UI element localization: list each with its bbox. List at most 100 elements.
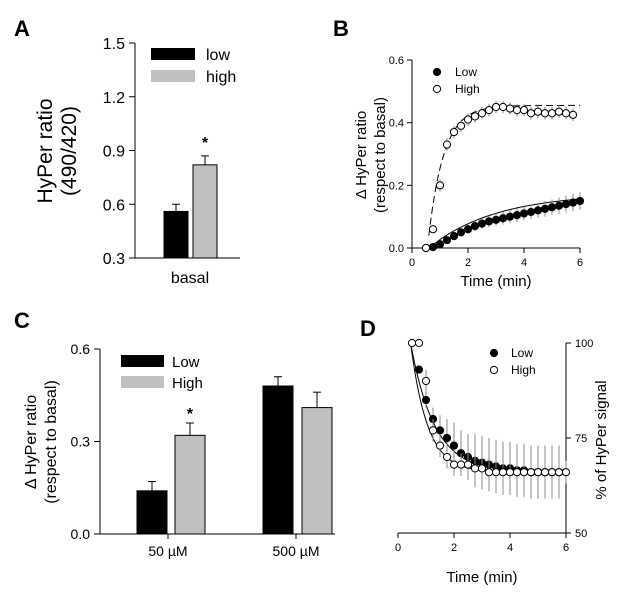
panel-d-point-High (540, 468, 550, 477)
panel-d-point-High (442, 452, 452, 462)
panel-d-point-Low (414, 365, 424, 374)
panel-a-legend-label-high: high (206, 69, 236, 86)
panel-b-point-Low (540, 204, 550, 213)
panel-d-fit-line-high (410, 342, 566, 473)
panel-b-point-High (477, 109, 487, 118)
panel-d-point-High (477, 464, 487, 473)
panel-d-point-Low (449, 441, 459, 450)
panel-b-letter: B (333, 16, 349, 41)
panel-b-point-High (561, 109, 571, 118)
panel-c-bar-High (301, 407, 333, 535)
panel-b-point-High (484, 106, 494, 115)
panel-d-point-High (407, 338, 417, 348)
panel-b-x-tick-label: 2 (465, 257, 471, 269)
panel-b-point-High (540, 109, 550, 118)
panel-b-legend-marker-High (432, 84, 442, 94)
panel-d-y-tick-label: 75 (575, 433, 587, 445)
panel-b-point-High (456, 121, 466, 130)
panel-b-point-High (547, 109, 557, 118)
panel-b-x-axis-label: Time (min) (460, 273, 531, 290)
panel-b-y-axis-label: Δ HyPer ratio (353, 111, 370, 199)
panel-d-point-High (421, 376, 431, 386)
panel-d-y-tick-label: 100 (575, 338, 593, 350)
panel-b-legend-label-High: High (455, 82, 480, 96)
panel-d-point-High (491, 468, 501, 477)
panel-c-legend-swatch-High (121, 376, 164, 388)
panel-d-point-High (505, 468, 515, 477)
panel-b-y-tick-label: 0.4 (389, 118, 404, 130)
panel-c-legend-label-High: High (172, 375, 203, 392)
panel-b-x-tick-label: 6 (577, 257, 583, 269)
panel-d-x-tick-label: 4 (507, 542, 513, 554)
panel-d-x-tick-label: 6 (563, 542, 569, 554)
panel-b-point-High (498, 102, 508, 112)
panel-a-letter: A (14, 16, 30, 41)
panel-c-y-tick-label: 0.6 (71, 341, 91, 357)
panel-d-point-High (484, 468, 494, 477)
panel-b-point-High (505, 104, 515, 113)
panel-d-fit-line-low (410, 342, 566, 473)
panel-a-legend-swatch-high (151, 70, 195, 82)
panel-c-legend-label-Low: Low (172, 354, 200, 371)
panel-b-point-Low (533, 206, 543, 215)
panel-b-point-High (533, 107, 543, 116)
panel-d-legend-label-Low: Low (511, 346, 533, 360)
panel-d-point-High (463, 460, 473, 469)
panel-a-legend-swatch-low (151, 48, 195, 60)
panel-b-point-High (442, 140, 452, 149)
panel-a-y-tick-label: 0.9 (103, 144, 125, 161)
panel-c-y-axis-label: Δ HyPer ratio (23, 395, 40, 489)
panel-a-y-tick-label: 1.2 (103, 90, 125, 107)
panel-b-point-Low (575, 196, 585, 206)
panel-c-y-tick-label: 0.3 (71, 434, 91, 450)
panel-b-point-Low (491, 215, 501, 224)
panel-b-point-High (421, 243, 431, 253)
panel-a-y-axis-label-2: (490/420) (58, 106, 81, 196)
panel-a-annotation-star: * (202, 135, 209, 152)
panel-b-point-Low (456, 228, 466, 237)
panel-c-annotation-star: * (187, 406, 194, 423)
panel-d-point-High (526, 468, 536, 477)
panel-b-legend-label-Low: Low (455, 65, 477, 79)
panel-d-point-High (435, 441, 445, 450)
panel-b-point-High (512, 106, 522, 115)
panel-d-point-High (512, 468, 522, 477)
panel-a-category-label: basal (171, 270, 209, 287)
panel-a-y-tick-label: 0.3 (103, 251, 125, 268)
panel-b-point-High (470, 112, 480, 121)
panel-a-bar-high (192, 164, 218, 259)
panel-b-y-axis-label-2: (respect to basal) (372, 97, 389, 213)
panel-b-point-Low (442, 236, 452, 245)
panel-b-point-High (491, 102, 501, 112)
panel-c-bar-Low (262, 385, 294, 535)
panel-b-point-Low (477, 219, 487, 228)
panel-b-point-Low (554, 201, 564, 210)
panel-b-point-Low (484, 217, 494, 226)
panel-b-point-Low (519, 209, 529, 218)
panel-b-y-tick-label: 0.2 (389, 180, 404, 192)
panel-b-x-tick-label: 0 (409, 257, 415, 269)
panel-a-y-tick-label: 1.5 (103, 36, 125, 53)
panel-b-point-High (435, 181, 445, 190)
panel-b-point-Low (449, 231, 459, 241)
panel-c-category-label: 500 µM (273, 543, 320, 559)
panel-d-y-axis-label: % of HyPer signal (593, 380, 610, 499)
panel-d-x-axis-label: Time (min) (446, 569, 517, 586)
panel-c-letter: C (14, 308, 30, 333)
panel-c-bar-Low (136, 490, 168, 535)
panel-b-point-Low (498, 214, 508, 223)
panel-d-point-High (414, 338, 424, 348)
panel-d-point-Low (421, 395, 431, 405)
panel-b-point-High (526, 109, 536, 118)
panel-d-x-tick-label: 0 (395, 542, 401, 554)
panel-d-legend-marker-Low (489, 348, 499, 358)
panel-b-point-High (428, 225, 438, 234)
panel-d-point-Low (442, 433, 452, 443)
panel-b-legend-marker-Low (432, 67, 442, 77)
panel-d-point-High (498, 468, 508, 477)
panel-b-point-Low (568, 198, 578, 207)
panel-b-fit-line-low (428, 198, 581, 249)
panel-d-point-High (547, 468, 557, 477)
panel-b-point-High (463, 115, 473, 124)
